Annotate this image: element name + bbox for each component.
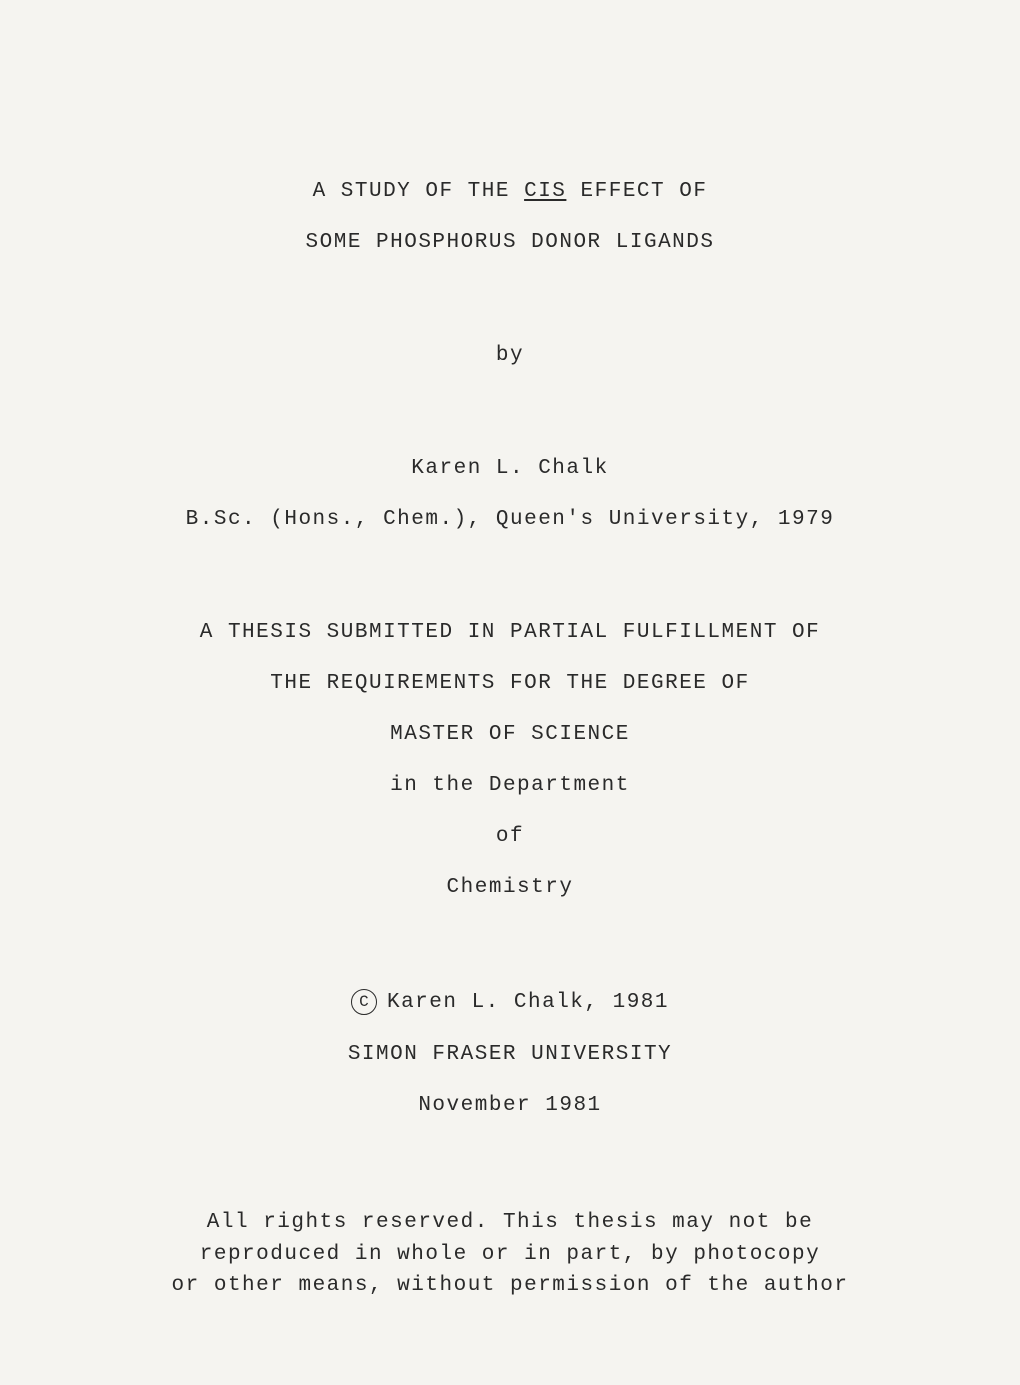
copyright-block: C Karen L. Chalk, 1981 SIMON FRASER UNIV… <box>100 989 920 1117</box>
degree-line-1: A THESIS SUBMITTED IN PARTIAL FULFILLMEN… <box>100 621 920 644</box>
author-name: Karen L. Chalk <box>100 457 920 480</box>
title-underlined-word: CIS <box>524 180 566 203</box>
byline: by <box>100 344 920 367</box>
degree-line-5: of <box>100 825 920 848</box>
copyright-date: November 1981 <box>100 1094 920 1117</box>
rights-line-3: or other means, without permission of th… <box>100 1270 920 1302</box>
author-credentials: B.Sc. (Hons., Chem.), Queen's University… <box>100 508 920 531</box>
degree-line-4: in the Department <box>100 774 920 797</box>
rights-block: All rights reserved. This thesis may not… <box>100 1207 920 1302</box>
degree-line-2: THE REQUIREMENTS FOR THE DEGREE OF <box>100 672 920 695</box>
copyright-holder-line: C Karen L. Chalk, 1981 <box>100 989 920 1015</box>
title-pre: A STUDY OF THE <box>313 180 525 203</box>
degree-block: A THESIS SUBMITTED IN PARTIAL FULFILLMEN… <box>100 621 920 899</box>
author-block: Karen L. Chalk B.Sc. (Hons., Chem.), Que… <box>100 457 920 531</box>
rights-line-2: reproduced in whole or in part, by photo… <box>100 1239 920 1271</box>
thesis-title-page: A STUDY OF THE CIS EFFECT OF SOME PHOSPH… <box>100 180 920 1302</box>
degree-line-6: Chemistry <box>100 876 920 899</box>
degree-line-3: MASTER OF SCIENCE <box>100 723 920 746</box>
copyright-institution: SIMON FRASER UNIVERSITY <box>100 1043 920 1066</box>
title-line-2: SOME PHOSPHORUS DONOR LIGANDS <box>100 231 920 254</box>
copyright-holder: Karen L. Chalk, 1981 <box>387 991 669 1014</box>
title-block: A STUDY OF THE CIS EFFECT OF SOME PHOSPH… <box>100 180 920 254</box>
copyright-row: C Karen L. Chalk, 1981 <box>351 989 669 1015</box>
title-line-1: A STUDY OF THE CIS EFFECT OF <box>100 180 920 203</box>
title-post: EFFECT OF <box>566 180 707 203</box>
copyright-symbol-icon: C <box>351 989 377 1015</box>
rights-line-1: All rights reserved. This thesis may not… <box>100 1207 920 1239</box>
